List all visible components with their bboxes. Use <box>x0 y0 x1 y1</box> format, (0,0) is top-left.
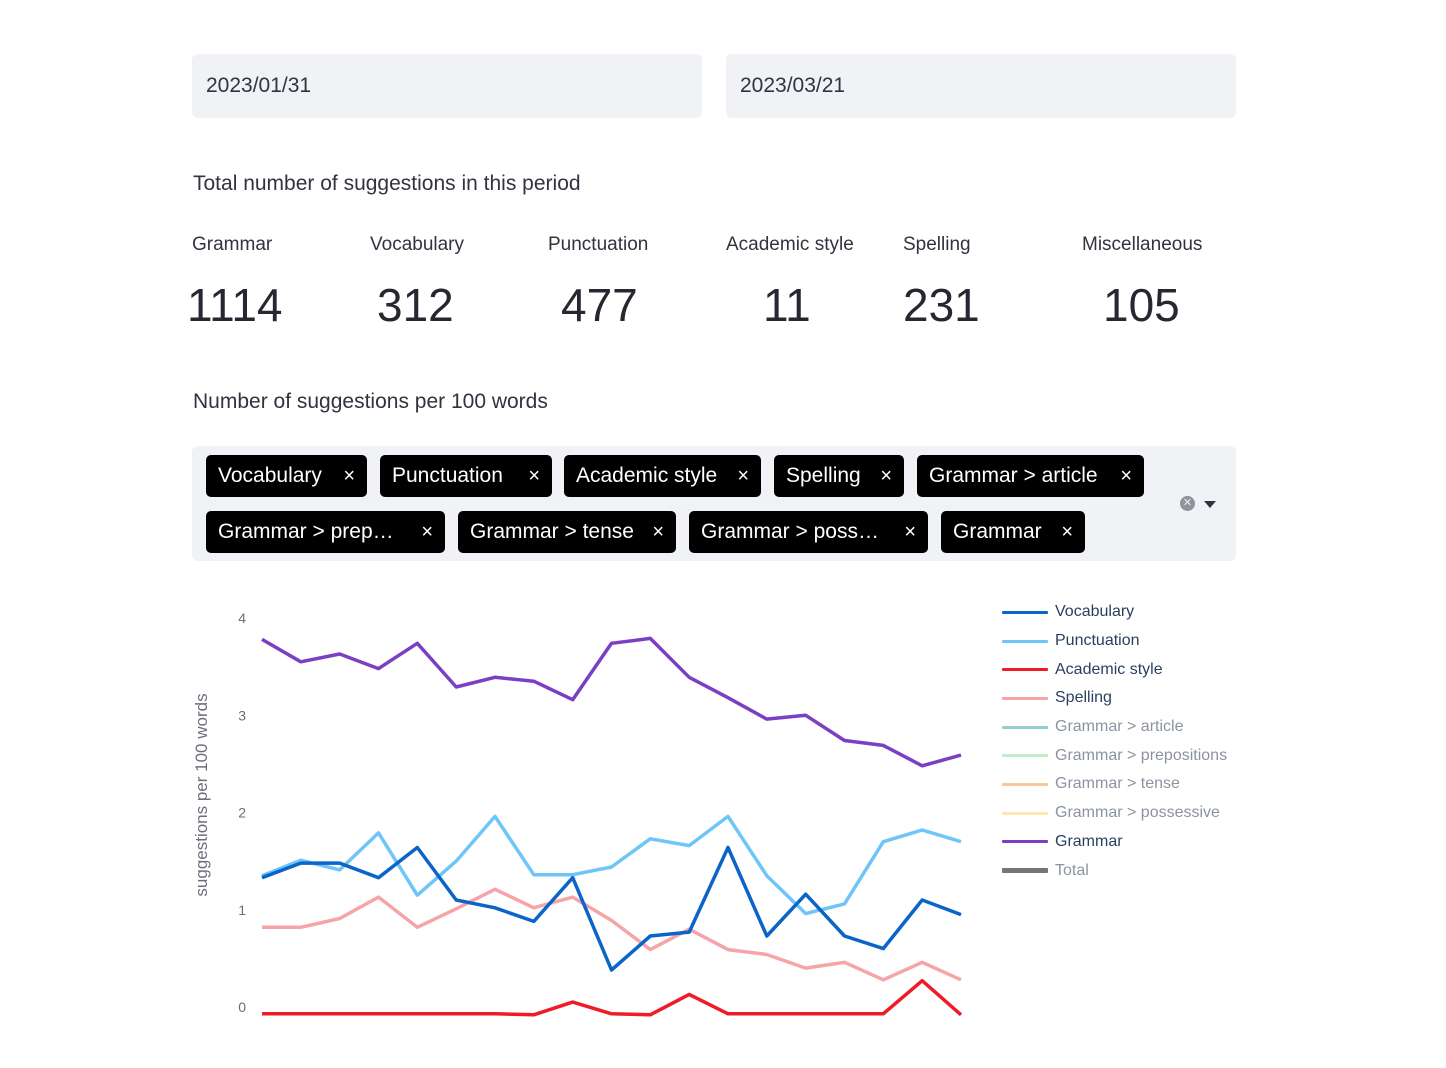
legend-swatch <box>1002 696 1048 700</box>
remove-tag-icon[interactable]: × <box>1061 520 1073 543</box>
series-line-grammar <box>261 636 962 768</box>
legend-swatch <box>1002 668 1048 672</box>
y-tick-label: 0 <box>238 999 246 1015</box>
y-axis-label: suggestions per 100 words <box>192 693 211 896</box>
remove-tag-icon[interactable]: × <box>421 520 433 543</box>
y-tick-label: 1 <box>238 902 246 918</box>
suggestions-line-chart: 0 1 2 3 4 suggestions per 100 words <box>192 610 963 1017</box>
metric-value-spelling: 231 <box>903 279 980 331</box>
legend-item-grammar[interactable]: Grammar <box>1002 828 1227 857</box>
legend-swatch <box>1002 811 1048 815</box>
chevron-down-icon[interactable] <box>1204 501 1216 508</box>
metric-value-punctuation: 477 <box>561 279 638 331</box>
remove-tag-icon[interactable]: × <box>528 464 540 487</box>
y-tick-label: 3 <box>238 707 246 723</box>
metric-value-vocabulary: 312 <box>377 279 454 331</box>
legend-item-academic-style[interactable]: Academic style <box>1002 655 1227 684</box>
legend-swatch <box>1002 754 1048 758</box>
legend-label: Vocabulary <box>1055 603 1135 621</box>
y-tick-label: 2 <box>238 805 246 821</box>
remove-tag-icon[interactable]: × <box>737 464 749 487</box>
legend-label: Grammar > article <box>1055 718 1184 736</box>
legend-item-grammar-tense[interactable]: Grammar > tense <box>1002 770 1227 799</box>
remove-tag-icon[interactable]: × <box>343 464 355 487</box>
end-date-input[interactable]: 2023/03/21 <box>726 54 1236 118</box>
remove-tag-icon[interactable]: × <box>880 464 892 487</box>
metric-value-academic-style: 11 <box>763 279 811 331</box>
legend-swatch <box>1002 639 1048 643</box>
tag-label: Vocabulary <box>218 464 322 487</box>
start-date-value: 2023/01/31 <box>206 74 312 97</box>
remove-tag-icon[interactable]: × <box>1120 464 1132 487</box>
start-date-input[interactable]: 2023/01/31 <box>192 54 702 118</box>
legend-swatch <box>1002 610 1048 614</box>
legend-item-total[interactable]: Total <box>1002 856 1227 885</box>
legend-item-grammar-article[interactable]: Grammar > article <box>1002 713 1227 742</box>
series-line-spelling <box>262 887 962 982</box>
per100-title: Number of suggestions per 100 words <box>193 390 548 413</box>
y-tick-label: 4 <box>238 610 246 626</box>
tag-vocabulary: Vocabulary × <box>206 455 367 497</box>
tag-grammar-tense: Grammar > tense × <box>458 511 676 553</box>
remove-tag-icon[interactable]: × <box>652 520 664 543</box>
legend-label: Punctuation <box>1055 632 1140 650</box>
tag-label: Grammar > article <box>929 464 1098 487</box>
legend-label: Grammar > tense <box>1055 775 1180 793</box>
tag-label: Academic style <box>576 464 718 487</box>
end-date-value: 2023/03/21 <box>740 74 846 97</box>
legend-item-grammar-prepositions[interactable]: Grammar > prepositions <box>1002 741 1227 770</box>
legend-item-grammar-possessive[interactable]: Grammar > possessive <box>1002 799 1227 828</box>
metric-label-punctuation: Punctuation <box>548 234 649 255</box>
legend-swatch <box>1002 840 1048 844</box>
tag-label: Grammar > prep… <box>218 520 394 543</box>
tag-grammar: Grammar × <box>941 511 1085 553</box>
legend-swatch <box>1002 782 1048 786</box>
tag-label: Punctuation <box>392 464 503 487</box>
series-line-punctuation <box>261 814 962 916</box>
tag-punctuation: Punctuation × <box>380 455 552 497</box>
series-line-vocabulary <box>261 845 962 972</box>
tag-grammar-prepositions: Grammar > prep… × <box>206 511 445 553</box>
legend-swatch <box>1002 868 1048 874</box>
metric-label-miscellaneous: Miscellaneous <box>1082 234 1203 255</box>
tag-label: Spelling <box>786 464 861 487</box>
metric-value-grammar: 1114 <box>187 279 283 331</box>
tag-academic-style: Academic style × <box>564 455 761 497</box>
tag-grammar-article: Grammar > article × <box>917 455 1144 497</box>
legend-item-vocabulary[interactable]: Vocabulary <box>1002 598 1227 627</box>
chart-legend: Vocabulary Punctuation Academic style Spell… <box>1002 598 1227 885</box>
legend-item-spelling[interactable]: Spelling <box>1002 684 1227 713</box>
tag-label: Grammar > tense <box>470 520 634 543</box>
tag-spelling: Spelling × <box>774 455 904 497</box>
legend-swatch <box>1002 725 1048 729</box>
metric-label-grammar: Grammar <box>192 234 273 255</box>
legend-label: Grammar <box>1055 832 1123 850</box>
series-line-academic-style <box>262 978 963 1017</box>
legend-label: Spelling <box>1055 689 1112 707</box>
metric-label-vocabulary: Vocabulary <box>370 234 465 255</box>
legend-label: Grammar > prepositions <box>1055 746 1228 764</box>
totals-title: Total number of suggestions in this peri… <box>193 172 581 195</box>
tag-label: Grammar > poss… <box>701 520 879 543</box>
legend-label: Total <box>1055 861 1089 879</box>
metric-label-academic-style: Academic style <box>726 234 854 255</box>
legend-label: Grammar > possessive <box>1055 804 1220 822</box>
tag-label: Grammar <box>953 520 1042 543</box>
metric-value-miscellaneous: 105 <box>1103 279 1180 331</box>
tag-grammar-possessive: Grammar > poss… × <box>689 511 928 553</box>
remove-tag-icon[interactable]: × <box>904 520 916 543</box>
legend-item-punctuation[interactable]: Punctuation <box>1002 627 1227 656</box>
metric-label-spelling: Spelling <box>903 234 971 255</box>
clear-all-icon[interactable]: ✕ <box>1180 496 1195 511</box>
legend-label: Academic style <box>1055 660 1163 678</box>
